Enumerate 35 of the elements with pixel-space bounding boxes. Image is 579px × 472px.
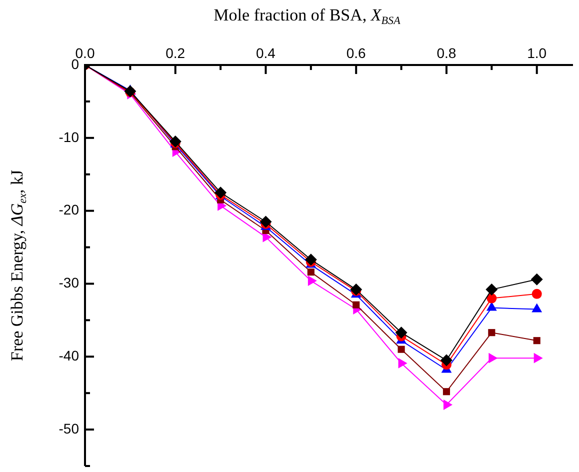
y-axis-title: Free Gibbs Energy, ΔGex, kJ — [7, 170, 30, 362]
x-tick-label: 1.0 — [527, 44, 547, 61]
point — [443, 400, 452, 410]
point — [350, 284, 362, 296]
point — [532, 288, 542, 299]
point — [398, 358, 408, 368]
point — [530, 273, 543, 286]
point — [533, 337, 540, 344]
point — [532, 303, 542, 312]
point — [488, 352, 498, 364]
y-tick-label: -30 — [58, 274, 80, 291]
point — [534, 352, 543, 364]
point — [398, 346, 405, 353]
x-tick-label: 0.6 — [346, 44, 366, 61]
point — [352, 301, 360, 308]
x-tick-label: 0.8 — [436, 44, 456, 61]
x-tick-label: 0.2 — [166, 44, 186, 61]
x-tick-label: 0.4 — [256, 44, 276, 61]
point — [308, 276, 317, 286]
point — [440, 354, 452, 366]
point — [486, 293, 497, 304]
point — [486, 284, 498, 296]
point — [307, 268, 314, 276]
y-tick-label: -10 — [58, 128, 80, 145]
y-tick-label: -50 — [58, 420, 80, 436]
point — [442, 388, 450, 396]
point — [260, 216, 272, 228]
point — [486, 302, 497, 311]
point — [395, 326, 408, 339]
y-tick-label: -20 — [58, 202, 80, 218]
point — [169, 136, 182, 148]
point — [304, 254, 317, 266]
y-tick-label: -40 — [58, 347, 80, 364]
point — [488, 329, 496, 336]
point — [214, 186, 227, 199]
